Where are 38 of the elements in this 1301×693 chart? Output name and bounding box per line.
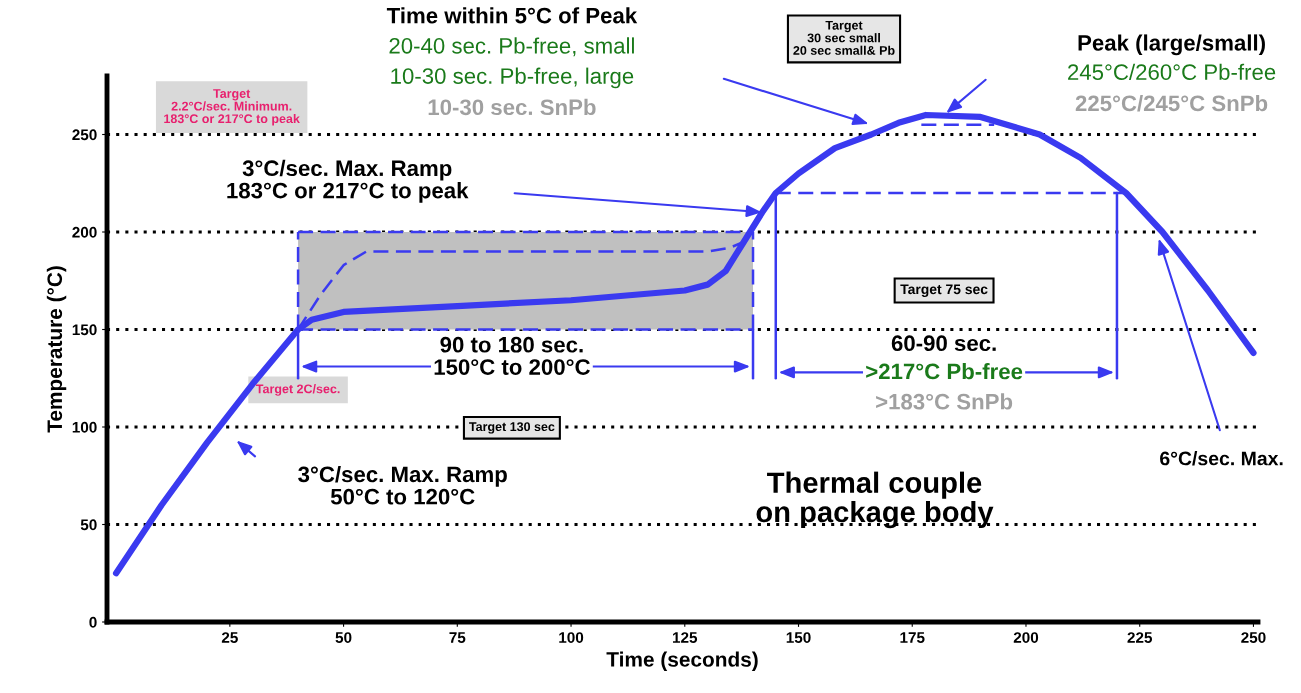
annotation: Target 2.2°C/sec. Minimum. 183°C or 217°C to peak xyxy=(164,89,300,126)
y-axis-title: Temperature (°C) xyxy=(46,266,67,433)
x-tick-label: 100 xyxy=(559,632,584,643)
text: Time within 5°C of Peak xyxy=(386,7,638,24)
annotation: 10-30 sec. Pb-free, large xyxy=(391,67,634,89)
text: Peak (large/small) xyxy=(1078,34,1265,56)
x-axis-title: Time (seconds) xyxy=(606,651,758,671)
annotation: 6°C/sec. Max. xyxy=(1160,451,1283,466)
x-tick-label: 150 xyxy=(786,632,811,643)
x-tick-label: 75 xyxy=(449,632,466,643)
x-tick-label: 25 xyxy=(221,632,238,643)
annotation: 3°C/sec. Max. Ramp 50°C to 120°C xyxy=(298,465,507,505)
annotation: Target 75 sec xyxy=(900,284,988,297)
annotation: 225°C/245°C SnPb xyxy=(1075,94,1268,112)
y-tick-label: 250 xyxy=(72,129,97,141)
annotation: Thermal couple on package body xyxy=(756,471,994,529)
x-tick-label: 125 xyxy=(672,632,698,643)
annotation: 3°C/sec. Max. Ramp 183°C or 217°C to peak xyxy=(227,159,469,203)
y-tick-label: 50 xyxy=(80,519,97,531)
x-tick-label: 225 xyxy=(1127,632,1153,643)
y-tick-label: 200 xyxy=(72,226,97,238)
annotation: 60-90 sec. xyxy=(891,335,996,352)
annotation: 245°C/260°C Pb-free xyxy=(1068,63,1276,81)
x-tick-label: 50 xyxy=(335,632,352,643)
x-tick-label: 250 xyxy=(1241,632,1266,643)
annotation: >183°C SnPb xyxy=(876,393,1013,410)
annotation: 90 to 180 sec. 150°C to 200°C xyxy=(434,336,590,375)
y-tick-label: 0 xyxy=(89,616,97,628)
x-tick-label: 175 xyxy=(900,632,925,643)
text: Target 30 sec small 20 sec small& Pb xyxy=(793,20,895,55)
annotation: Target 130 sec xyxy=(469,422,555,434)
text: 20-40 sec. Pb-free, small xyxy=(389,37,634,57)
annotation: 10-30 sec. SnPb xyxy=(428,98,596,116)
annotation: Target 2C/sec. xyxy=(255,384,340,396)
y-tick-label: 100 xyxy=(72,421,97,433)
annotation: >217°C Pb-free xyxy=(866,363,1023,380)
y-tick-label: 150 xyxy=(72,324,97,336)
x-tick-label: 200 xyxy=(1013,632,1039,643)
